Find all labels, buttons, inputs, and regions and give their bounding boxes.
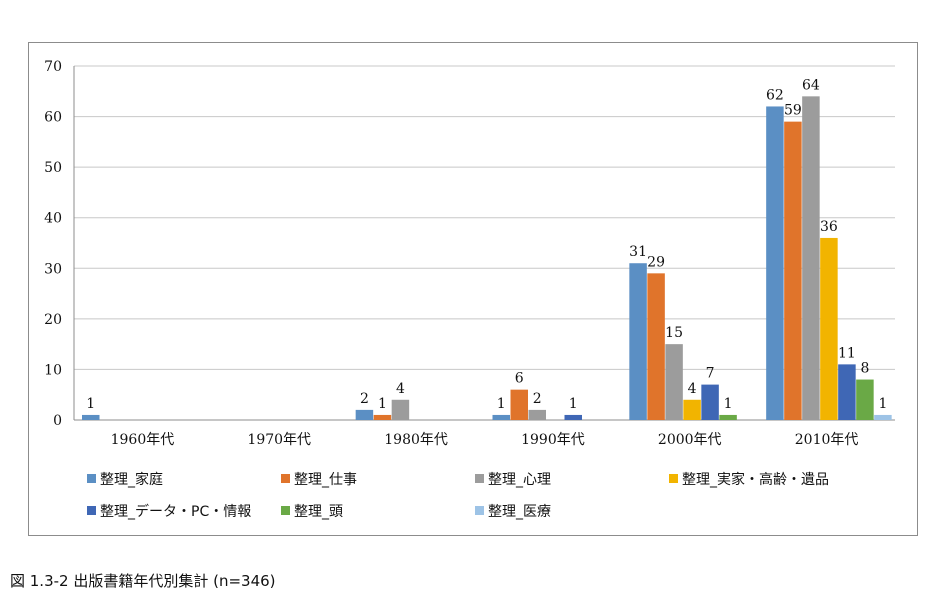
legend-label: 整理_データ・PC・情報 — [100, 503, 251, 520]
legend-swatch — [669, 474, 678, 483]
legend-swatch — [281, 474, 290, 483]
data-label: 1 — [497, 396, 506, 412]
bar — [766, 106, 784, 420]
x-tick-label: 2010年代 — [795, 432, 859, 448]
legend-swatch — [87, 506, 96, 515]
figure-caption: 図 1.3-2 出版書籍年代別集計 (n=346) — [10, 572, 276, 590]
legend-swatch — [475, 506, 484, 515]
data-label: 1 — [878, 396, 887, 412]
bar — [492, 414, 510, 420]
bar — [510, 389, 528, 420]
legend-swatch — [281, 506, 290, 515]
y-tick-label: 30 — [44, 261, 62, 277]
y-tick-label: 10 — [44, 362, 62, 378]
x-tick-label: 1980年代 — [384, 432, 448, 448]
y-tick-label: 40 — [44, 211, 62, 227]
x-tick-label: 1960年代 — [111, 432, 175, 448]
bar — [856, 379, 874, 420]
data-label: 6 — [515, 371, 524, 387]
data-label: 59 — [784, 103, 802, 119]
data-label: 29 — [647, 254, 665, 270]
bar — [820, 237, 838, 420]
data-label: 1 — [378, 396, 387, 412]
bar — [355, 409, 374, 420]
y-tick-label: 20 — [44, 312, 62, 328]
data-label: 8 — [860, 361, 869, 377]
data-label: 1 — [569, 396, 578, 412]
legend-label: 整理_仕事 — [294, 472, 357, 488]
bar — [784, 121, 802, 420]
bar — [665, 344, 683, 420]
bar — [528, 409, 546, 420]
data-label: 15 — [665, 325, 683, 341]
bar — [391, 399, 410, 420]
bar — [647, 273, 665, 420]
legend-label: 整理_頭 — [294, 504, 343, 520]
data-label: 2 — [533, 391, 542, 407]
x-tick-label: 1990年代 — [521, 432, 585, 448]
bar — [701, 384, 719, 420]
y-tick-label: 0 — [53, 413, 62, 429]
data-label: 62 — [766, 87, 784, 103]
bar — [82, 414, 100, 420]
data-label: 7 — [706, 366, 715, 382]
bar-chart: 0 10 20 30 40 50 60 70 1960年代 1970年代 1980年代 1990年代 2… — [44, 59, 895, 520]
bar — [802, 96, 820, 420]
data-label: 64 — [802, 77, 820, 93]
y-tick-label: 60 — [44, 110, 62, 126]
y-tick-label: 70 — [44, 59, 62, 75]
data-label: 31 — [629, 244, 647, 260]
legend-label: 整理_医療 — [488, 503, 551, 520]
data-label: 2 — [360, 391, 369, 407]
data-label: 11 — [838, 345, 856, 361]
x-tick-label: 2000年代 — [658, 432, 722, 448]
data-label: 4 — [396, 381, 405, 397]
data-label: 4 — [688, 381, 697, 397]
bar — [683, 399, 701, 420]
data-label: 1 — [724, 396, 733, 412]
legend-label: 整理_実家・高齢・遺品 — [682, 471, 829, 488]
chart-frame: 0 10 20 30 40 50 60 70 1960年代 1970年代 1980年代 1990年代 2… — [28, 42, 918, 536]
bar — [874, 414, 892, 420]
data-label: 1 — [86, 396, 95, 412]
x-tick-label: 1970年代 — [247, 432, 311, 448]
bar — [629, 263, 647, 420]
legend-label: 整理_家庭 — [100, 471, 163, 488]
legend-swatch — [475, 474, 484, 483]
bar — [373, 414, 392, 420]
bar — [719, 414, 737, 420]
bar — [564, 414, 582, 420]
legend-swatch — [87, 474, 96, 483]
bar — [838, 364, 856, 420]
legend-label: 整理_心理 — [488, 472, 551, 488]
data-label: 36 — [820, 219, 838, 235]
y-tick-label: 50 — [44, 160, 62, 176]
